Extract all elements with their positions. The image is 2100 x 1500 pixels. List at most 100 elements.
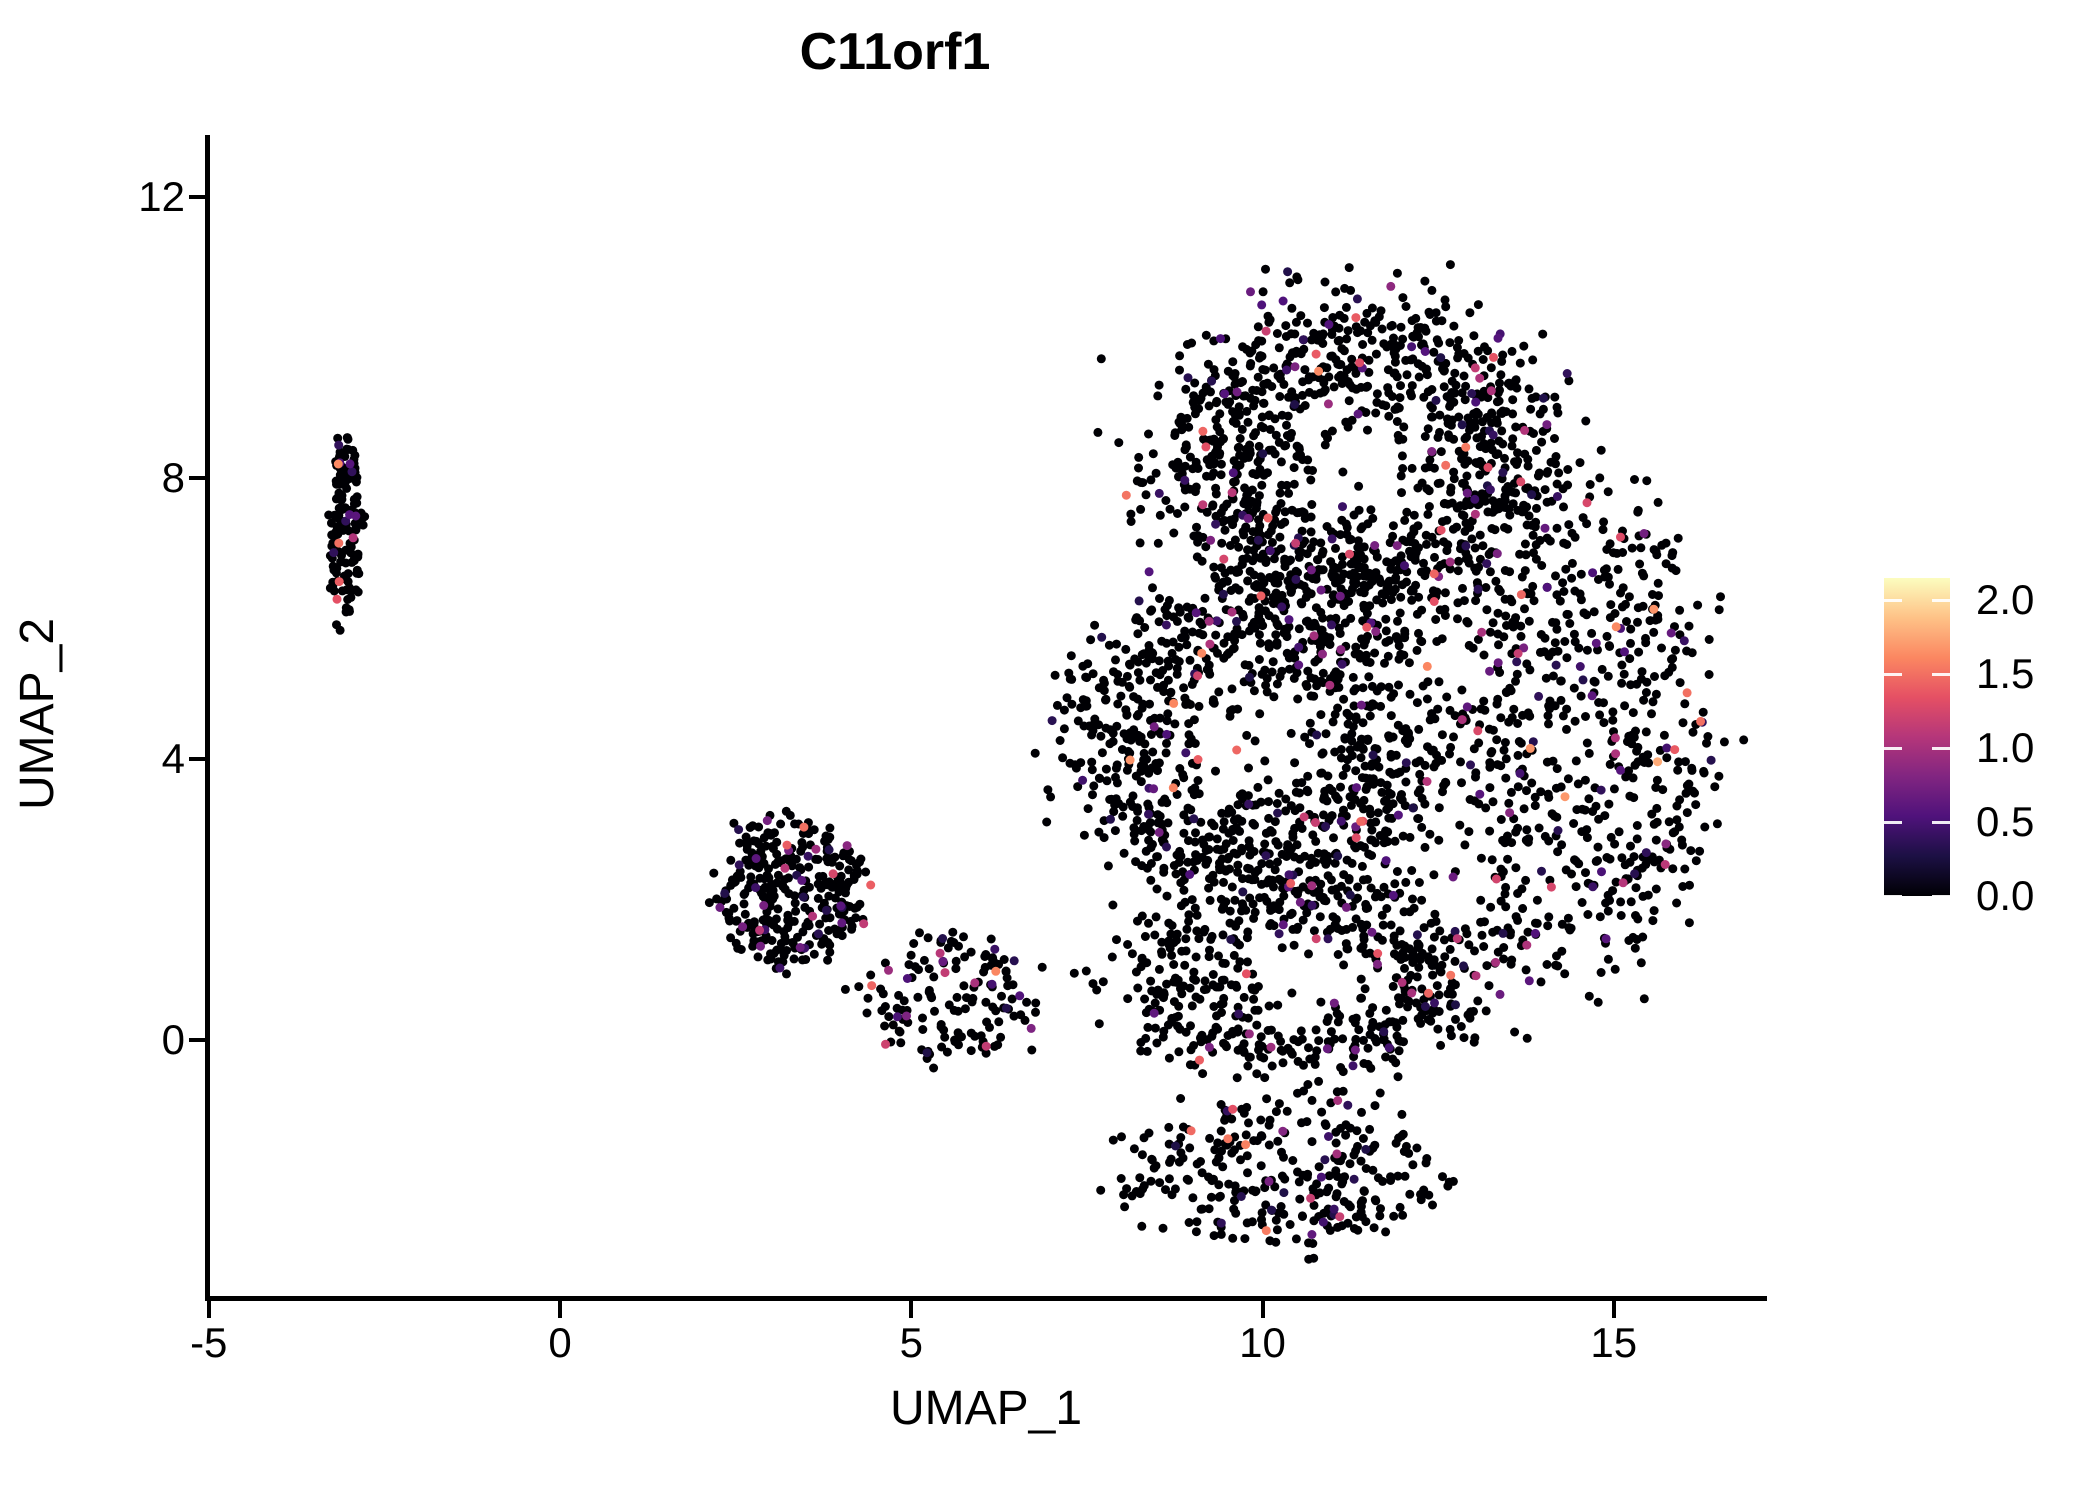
scatter-point xyxy=(1333,891,1343,901)
scatter-point xyxy=(1220,525,1230,535)
scatter-point xyxy=(1182,924,1192,934)
scatter-point xyxy=(994,1017,1004,1027)
scatter-point xyxy=(1351,712,1361,722)
scatter-point xyxy=(1605,759,1615,769)
scatter-point xyxy=(1374,312,1384,322)
scatter-point xyxy=(1523,461,1533,471)
scatter-point xyxy=(1103,861,1113,871)
scatter-point xyxy=(1405,944,1415,954)
scatter-point xyxy=(1435,410,1445,420)
scatter-point xyxy=(1626,624,1636,634)
scatter-point xyxy=(1454,556,1464,566)
scatter-point xyxy=(1376,778,1386,788)
scatter-point xyxy=(1358,875,1368,885)
scatter-point xyxy=(1155,1178,1165,1188)
scatter-point xyxy=(1596,785,1606,795)
scatter-point xyxy=(735,867,745,876)
scatter-point xyxy=(1346,588,1356,598)
scatter-point xyxy=(863,993,873,1003)
scatter-point xyxy=(1528,581,1538,591)
scatter-point xyxy=(1154,617,1164,627)
scatter-point xyxy=(1356,753,1366,763)
scatter-point xyxy=(1337,659,1347,669)
scatter-point xyxy=(1294,660,1304,670)
scatter-point xyxy=(1304,1238,1313,1248)
scatter-point xyxy=(902,1011,911,1021)
scatter-point xyxy=(1572,805,1582,815)
scatter-point xyxy=(1093,427,1103,437)
scatter-point xyxy=(1595,473,1605,483)
scatter-point xyxy=(1630,869,1640,879)
scatter-point xyxy=(1359,588,1369,598)
scatter-point xyxy=(1281,806,1291,816)
scatter-point xyxy=(1169,960,1179,969)
scatter-point xyxy=(1686,846,1696,856)
scatter-point xyxy=(335,625,345,635)
scatter-point xyxy=(1179,885,1189,895)
scatter-point xyxy=(1276,457,1286,467)
scatter-point xyxy=(1495,378,1504,388)
scatter-point xyxy=(1342,334,1352,344)
scatter-point xyxy=(1348,922,1358,932)
scatter-point xyxy=(1047,716,1057,726)
scatter-point xyxy=(1396,551,1406,561)
scatter-point xyxy=(1425,310,1435,319)
scatter-point xyxy=(1327,811,1337,821)
scatter-point xyxy=(1228,468,1238,478)
scatter-point xyxy=(1288,1156,1298,1165)
scatter-point xyxy=(1233,1002,1243,1012)
scatter-point xyxy=(1144,648,1154,658)
scatter-point xyxy=(1527,490,1537,500)
scatter-point xyxy=(1668,828,1678,838)
scatter-point xyxy=(1260,1073,1270,1083)
scatter-point xyxy=(1122,765,1132,775)
scatter-point xyxy=(1192,926,1202,936)
scatter-point xyxy=(1219,1038,1228,1048)
scatter-point xyxy=(1187,895,1197,905)
scatter-point xyxy=(1421,1158,1431,1168)
scatter-point xyxy=(1587,691,1597,701)
scatter-point xyxy=(1611,877,1621,887)
scatter-point xyxy=(940,968,950,978)
scatter-point xyxy=(1322,363,1332,373)
scatter-point xyxy=(1358,340,1368,349)
scatter-point xyxy=(1216,334,1225,344)
scatter-point xyxy=(1542,420,1552,430)
scatter-point xyxy=(731,938,741,948)
scatter-point xyxy=(1507,346,1517,356)
scatter-point xyxy=(1166,687,1176,697)
scatter-point xyxy=(1347,751,1357,761)
scatter-point xyxy=(1338,467,1348,477)
scatter-point xyxy=(1269,554,1279,564)
scatter-point xyxy=(1176,878,1186,888)
scatter-point xyxy=(1117,745,1127,754)
scatter-point xyxy=(1691,800,1701,810)
scatter-point xyxy=(1706,755,1716,765)
scatter-point xyxy=(798,892,808,902)
scatter-point xyxy=(1601,934,1611,944)
scatter-point xyxy=(1386,920,1396,930)
scatter-point xyxy=(1370,1101,1380,1111)
scatter-point xyxy=(1290,758,1300,768)
scatter-point xyxy=(1272,619,1282,629)
scatter-point xyxy=(1551,660,1561,670)
scatter-point xyxy=(1320,429,1330,439)
scatter-point xyxy=(1299,1060,1308,1070)
scatter-point xyxy=(1286,587,1296,597)
scatter-point xyxy=(1227,684,1237,694)
scatter-point xyxy=(1211,766,1220,776)
scatter-point xyxy=(1407,342,1417,352)
scatter-point xyxy=(1440,295,1450,305)
scatter-point xyxy=(1643,890,1653,900)
scatter-point xyxy=(1345,890,1355,900)
scatter-point xyxy=(1164,595,1174,605)
scatter-point xyxy=(1134,452,1144,462)
scatter-point xyxy=(1336,816,1346,826)
scatter-point xyxy=(1319,810,1328,820)
scatter-point xyxy=(1401,758,1411,768)
colorbar-tick-mark xyxy=(1932,673,1950,677)
scatter-point xyxy=(1236,1155,1245,1165)
scatter-point xyxy=(1189,814,1199,824)
scatter-point xyxy=(1140,994,1150,1004)
scatter-point xyxy=(1154,827,1164,837)
